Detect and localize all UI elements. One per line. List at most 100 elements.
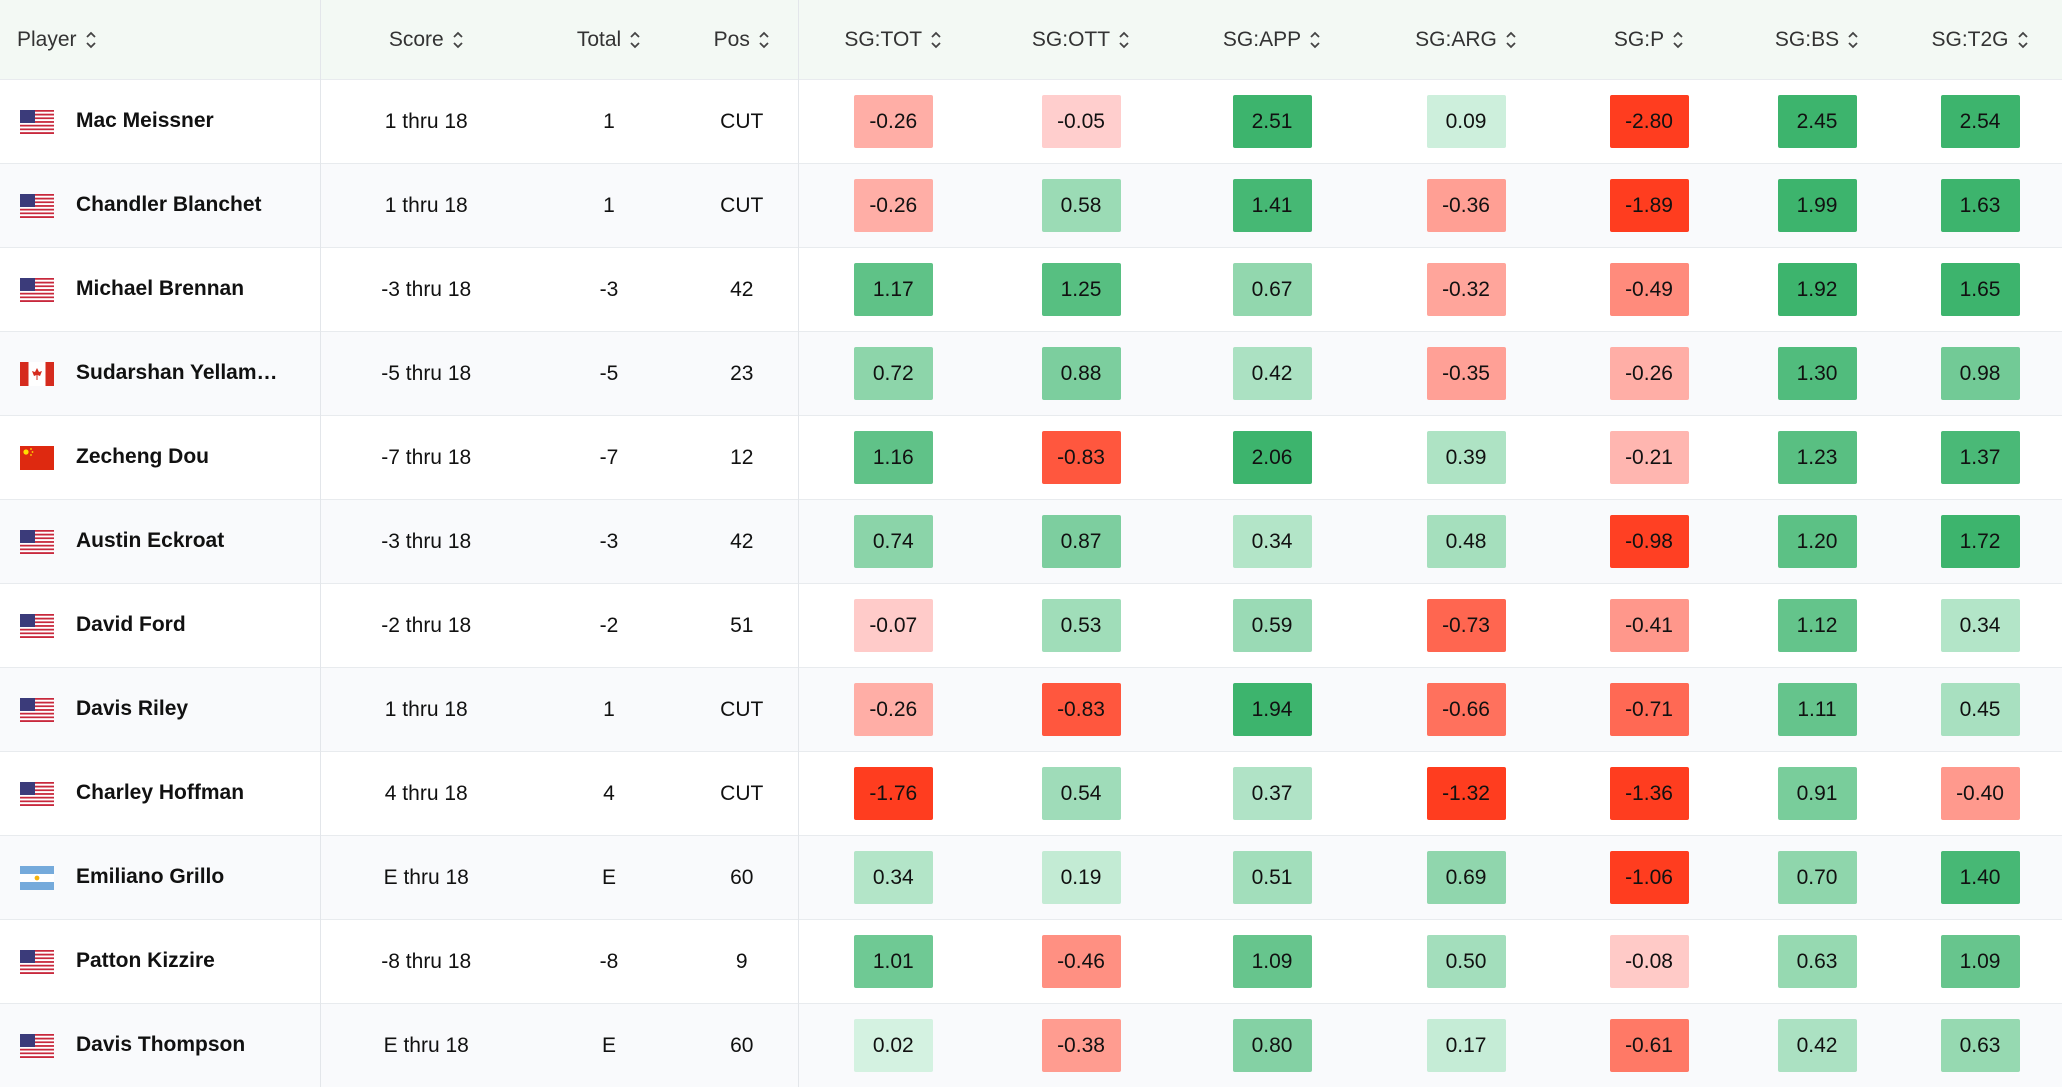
table-cell: 1.41 — [1174, 164, 1370, 248]
cell-text: 42 — [730, 278, 753, 301]
player-name[interactable]: Davis Thompson — [76, 1033, 245, 1056]
table-cell: 1 — [532, 668, 686, 752]
table-cell: 4 thru 18 — [320, 752, 532, 836]
table-cell: E — [532, 836, 686, 920]
table-cell: CUT — [686, 80, 798, 164]
table-cell: 1 — [532, 80, 686, 164]
column-title: Pos — [714, 28, 750, 51]
flag-icon — [20, 530, 54, 554]
table-cell: -7 — [532, 416, 686, 500]
player-name[interactable]: Michael Brennan — [76, 277, 244, 300]
table-cell: 0.88 — [988, 332, 1174, 416]
table-cell: -1.32 — [1370, 752, 1562, 836]
column-header[interactable]: Score — [320, 0, 532, 80]
flag-icon — [20, 866, 54, 890]
sort-icon — [1672, 30, 1684, 50]
column-header[interactable]: SG:ARG — [1370, 0, 1562, 80]
player-name[interactable]: David Ford — [76, 613, 186, 636]
player-name[interactable]: Mac Meissner — [76, 109, 214, 132]
table-cell: -0.21 — [1562, 416, 1736, 500]
table-cell: -0.07 — [798, 584, 988, 668]
stat-box: 0.63 — [1778, 935, 1857, 988]
table-cell: 1 — [532, 164, 686, 248]
table-cell: -1.36 — [1562, 752, 1736, 836]
table-cell: 42 — [686, 500, 798, 584]
stat-box: 0.53 — [1042, 599, 1121, 652]
table-cell: Patton Kizzire — [0, 920, 320, 1004]
table-cell: 51 — [686, 584, 798, 668]
column-header[interactable]: Player — [0, 0, 320, 80]
stat-box: 1.01 — [854, 935, 933, 988]
stat-box: 1.92 — [1778, 263, 1857, 316]
column-header[interactable]: Pos — [686, 0, 798, 80]
table-cell: 0.51 — [1174, 836, 1370, 920]
stat-box: 0.34 — [1233, 515, 1312, 568]
cell-text: 23 — [730, 362, 753, 385]
cell-text: -5 — [600, 362, 619, 385]
column-title: Player — [17, 28, 77, 51]
flag-icon — [20, 614, 54, 638]
player-name[interactable]: Patton Kizzire — [76, 949, 215, 972]
cell-text: -2 thru 18 — [381, 614, 471, 637]
player-name[interactable]: Sudarshan Yellam… — [76, 361, 278, 384]
stat-box: -0.21 — [1610, 431, 1689, 484]
column-header[interactable]: Total — [532, 0, 686, 80]
table-cell: 2.45 — [1736, 80, 1898, 164]
stat-box: -1.06 — [1610, 851, 1689, 904]
cell-text: 51 — [730, 614, 753, 637]
table-cell: -5 — [532, 332, 686, 416]
player-name[interactable]: Chandler Blanchet — [76, 193, 262, 216]
table-cell: -0.32 — [1370, 248, 1562, 332]
player-name[interactable]: Zecheng Dou — [76, 445, 209, 468]
column-header[interactable]: SG:BS — [1736, 0, 1898, 80]
table-cell: -2.80 — [1562, 80, 1736, 164]
player-name[interactable]: Emiliano Grillo — [76, 865, 224, 888]
column-title: SG:APP — [1223, 28, 1301, 51]
stat-box: 1.17 — [854, 263, 933, 316]
table-cell: 1.94 — [1174, 668, 1370, 752]
sort-icon — [758, 30, 770, 50]
column-header[interactable]: SG:TOT — [798, 0, 988, 80]
stat-box: 0.58 — [1042, 179, 1121, 232]
table-cell: Michael Brennan — [0, 248, 320, 332]
cell-text: 60 — [730, 1034, 753, 1057]
column-header[interactable]: SG:APP — [1174, 0, 1370, 80]
cell-text: -3 thru 18 — [381, 278, 471, 301]
column-header[interactable]: SG:OTT — [988, 0, 1174, 80]
player-name[interactable]: Davis Riley — [76, 697, 188, 720]
stat-box: -1.76 — [854, 767, 933, 820]
table-cell: Sudarshan Yellam… — [0, 332, 320, 416]
sort-icon — [629, 30, 641, 50]
column-header[interactable]: SG:P — [1562, 0, 1736, 80]
column-header[interactable]: SG:T2G — [1898, 0, 2062, 80]
player-name[interactable]: Austin Eckroat — [76, 529, 224, 552]
stat-box: 1.63 — [1941, 179, 2020, 232]
stat-box: 0.70 — [1778, 851, 1857, 904]
stat-box: 0.17 — [1427, 1019, 1506, 1072]
table-cell: David Ford — [0, 584, 320, 668]
cell-text: -3 — [600, 530, 619, 553]
stat-box: 0.39 — [1427, 431, 1506, 484]
table-cell: -1.76 — [798, 752, 988, 836]
cell-text: CUT — [720, 698, 763, 721]
table-cell: Chandler Blanchet — [0, 164, 320, 248]
table-cell: -0.41 — [1562, 584, 1736, 668]
player-name[interactable]: Charley Hoffman — [76, 781, 244, 804]
table-cell: 1.09 — [1174, 920, 1370, 1004]
cell-text: -3 thru 18 — [381, 530, 471, 553]
table-cell: -0.83 — [988, 416, 1174, 500]
table-cell: 0.70 — [1736, 836, 1898, 920]
flag-icon — [20, 362, 54, 386]
